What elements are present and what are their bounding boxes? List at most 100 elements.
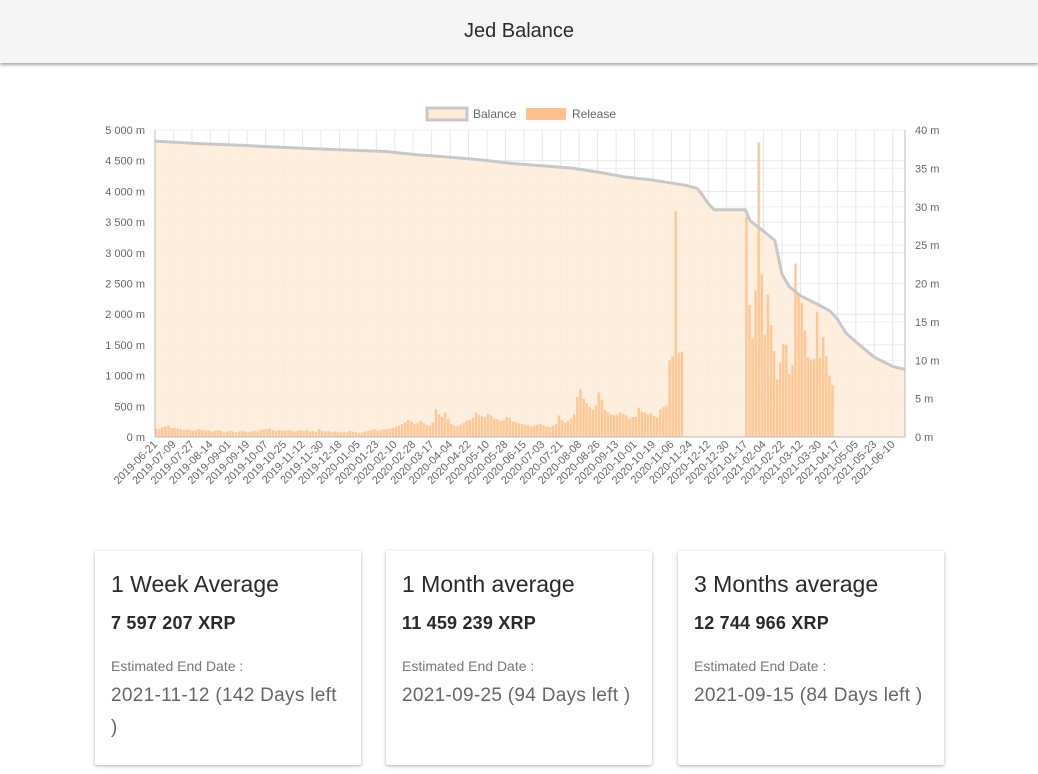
release-bar [588,407,591,437]
release-bar [250,431,253,437]
card-end-date: 2021-11-12 (142 Days left ) [111,685,337,738]
y-left-tick-label: 4 500 m [105,156,145,168]
release-bar [539,424,542,437]
release-bar [474,412,478,437]
legend-label-release: Release [572,107,616,121]
release-bar [268,428,272,437]
release-bar [456,426,459,437]
release-bar [653,416,656,437]
release-bar [447,419,450,437]
card-average-value: 12 744 966 XRP [694,613,829,633]
release-bar [791,364,794,437]
release-bar [351,431,355,437]
release-bar [222,432,226,437]
release-bar [520,424,524,437]
release-bar [766,295,770,437]
release-bar [357,433,361,437]
release-bar [640,411,644,437]
chart-axes: 0 m 500 m 1 000 m 1 500 m 2 000 m 2 500 m 3 00… [105,125,939,487]
y-left-tick-label: 1 000 m [105,371,145,383]
release-bar [576,397,579,437]
card-average-value: 7 597 207 XRP [111,613,236,633]
release-bar [210,431,213,437]
release-bar [526,425,530,437]
release-bar [453,425,456,437]
release-bar [533,425,536,437]
release-bar [158,429,161,437]
release-bar [342,431,345,437]
release-bar [419,420,422,437]
release-bar [336,432,339,437]
release-bar [379,430,382,437]
release-bar [483,417,487,437]
release-bar [443,412,447,437]
release-bar [284,430,287,437]
release-bar [274,430,278,437]
release-bar [573,414,576,437]
release-bar [428,425,432,437]
release-bar [745,216,748,437]
release-bar [530,426,533,437]
release-bar [234,432,238,437]
release-bar [548,427,551,437]
release-bar [228,430,232,437]
release-bar [809,359,813,437]
release-bar [754,290,757,437]
release-bar [339,432,342,437]
release-bar [815,311,819,437]
release-bar [775,379,779,437]
release-bar [785,344,788,437]
release-bar [302,430,305,437]
release-bar [225,431,229,437]
legend-item-balance[interactable]: Balance [425,106,517,122]
y-left-tick-label: 4 000 m [105,186,145,198]
y-right-tick-label: 0 m [915,432,933,444]
release-bar [619,412,622,437]
balance-line [154,139,906,371]
release-bar [631,417,634,437]
chart-legend[interactable]: Balance Release [425,106,616,122]
card-end-date-label: Estimated End Date : [402,658,535,674]
release-bar [487,414,490,437]
release-bar [579,389,582,437]
release-bar [674,211,677,437]
release-bar [256,431,259,437]
release-bar [797,295,800,437]
release-bar [195,430,198,437]
release-bar [763,334,767,437]
card-3-months-average: 3 Months average 12 744 966 XRP Estimate… [678,551,944,765]
release-bar [299,430,302,437]
balance-area [155,141,905,437]
release-bar [772,351,776,437]
release-bar [219,430,222,437]
y-right-tick-label: 5 m [915,394,933,406]
card-end-date: 2021-09-25 (94 Days left ) [402,685,631,706]
release-bar [748,305,751,437]
card-title: 1 Month average [402,571,575,597]
release-bar [450,424,453,437]
legend-item-release[interactable]: Release [526,107,616,121]
release-bar [582,398,585,437]
release-bar [508,417,511,437]
y-left-tick-label: 0 m [127,432,145,444]
release-bar [410,421,413,437]
release-bar [296,430,299,437]
release-bar [828,375,831,437]
release-bar [324,431,327,437]
release-bar [216,430,219,437]
release-bar [536,424,539,437]
release-bar [634,417,637,437]
y-right-tick-label: 35 m [915,163,939,175]
release-bar [207,430,210,437]
card-1-week-average: 1 Week Average 7 597 207 XRP Estimated E… [95,551,361,765]
release-bar [769,324,773,437]
release-bar [281,430,284,437]
card-title: 1 Week Average [111,571,279,597]
release-bar [649,413,653,437]
release-bar [404,422,407,437]
release-bar [170,427,173,437]
release-bar [367,430,370,437]
y-right-tick-label: 15 m [915,317,939,329]
card-end-date: 2021-09-15 (84 Days left ) [694,685,923,706]
release-bar [514,422,518,437]
